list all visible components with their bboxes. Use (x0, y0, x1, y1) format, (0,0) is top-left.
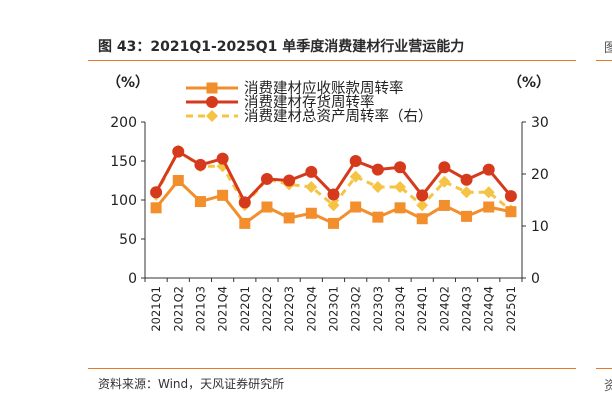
data-point-total-assets (349, 170, 362, 183)
data-point-receivables (283, 212, 295, 224)
data-point-total-assets (438, 175, 451, 188)
data-point-inventory (349, 155, 362, 167)
legend-marker-total-assets (206, 110, 218, 122)
data-point-receivables (483, 201, 495, 213)
data-point-inventory (260, 172, 273, 185)
legend-marker-receivables (206, 82, 218, 94)
data-point-receivables (461, 210, 473, 222)
data-point-receivables (372, 211, 384, 223)
data-point-inventory (194, 158, 207, 171)
data-point-receivables (261, 201, 273, 213)
data-point-total-assets (482, 186, 495, 199)
data-point-inventory (327, 188, 340, 201)
data-point-inventory (482, 163, 495, 176)
x-tick-label: 2022Q2 (260, 286, 274, 332)
data-point-receivables (350, 201, 362, 213)
right-tick-label: 30 (531, 115, 549, 131)
source-rule (88, 368, 576, 369)
x-tick-label: 2021Q2 (171, 286, 185, 332)
data-point-inventory (460, 173, 473, 186)
data-point-total-assets (394, 181, 407, 193)
data-point-receivables (217, 189, 229, 201)
x-tick-label: 2025Q1 (504, 286, 518, 332)
title-rule-fragment (596, 60, 612, 61)
title-rule (88, 60, 576, 61)
x-tick-label: 2022Q3 (282, 286, 296, 332)
data-point-inventory (416, 189, 429, 202)
data-point-total-assets (416, 199, 429, 212)
source-rule-fragment (596, 368, 612, 369)
data-point-receivables (305, 207, 317, 219)
legend-label: 消费建材总资产周转率（右） (244, 108, 433, 125)
x-tick-label: 2024Q1 (415, 286, 429, 332)
x-tick-label: 2023Q2 (349, 286, 363, 332)
data-point-inventory (394, 161, 407, 174)
data-point-total-assets (327, 199, 340, 212)
data-point-inventory (283, 174, 296, 187)
data-point-receivables (328, 217, 339, 229)
data-point-inventory (371, 163, 384, 176)
data-point-receivables (150, 202, 162, 214)
x-tick-label: 2023Q1 (327, 286, 341, 332)
legend-label: 消费建材应收账款周转率 (244, 79, 404, 97)
x-tick-label: 2024Q4 (482, 286, 496, 332)
data-point-total-assets (305, 181, 318, 193)
data-point-inventory (305, 165, 318, 178)
data-point-receivables (172, 175, 184, 186)
data-point-receivables (394, 202, 406, 214)
legend-marker-inventory (206, 96, 218, 108)
data-point-total-assets (371, 181, 384, 193)
data-point-inventory (216, 152, 229, 165)
data-point-receivables (194, 196, 206, 208)
x-tick-label: 2024Q3 (460, 286, 474, 332)
left-tick-label: 200 (110, 115, 137, 131)
data-point-inventory (172, 145, 185, 158)
x-tick-label: 2024Q2 (437, 286, 451, 332)
data-point-total-assets (460, 186, 473, 199)
left-axis-unit-label: （%） (107, 75, 149, 91)
right-tick-label: 0 (531, 271, 540, 287)
next-figure-source-fragment: 资 (604, 379, 612, 394)
x-tick-label: 2021Q4 (216, 286, 230, 332)
right-axis-unit-label: （%） (508, 75, 550, 91)
x-tick-label: 2021Q1 (149, 286, 163, 332)
left-tick-label: 50 (119, 232, 137, 248)
data-point-inventory (438, 161, 451, 174)
data-point-receivables (416, 213, 428, 225)
data-point-receivables (438, 199, 450, 211)
data-point-inventory (238, 196, 251, 209)
figure-source: 资料来源：Wind，天风证券研究所 (98, 377, 285, 391)
left-tick-label: 100 (110, 193, 137, 209)
x-tick-label: 2021Q3 (193, 286, 207, 332)
left-tick-label: 0 (128, 271, 137, 287)
next-figure-title-fragment: 图 (604, 41, 612, 56)
right-tick-label: 20 (531, 167, 549, 183)
figure-title: 图 43：2021Q1-2025Q1 单季度消费建材行业营运能力 (98, 39, 465, 55)
data-point-receivables (239, 217, 251, 229)
x-tick-label: 2022Q1 (238, 286, 252, 332)
legend-label: 消费建材存货周转率 (244, 94, 375, 111)
x-tick-label: 2023Q3 (371, 286, 385, 332)
data-point-receivables (505, 206, 517, 218)
x-tick-label: 2023Q4 (393, 286, 407, 332)
right-tick-label: 10 (531, 219, 549, 235)
left-tick-label: 150 (110, 154, 137, 170)
x-tick-label: 2022Q4 (304, 286, 318, 332)
data-point-inventory (150, 186, 163, 199)
data-point-inventory (504, 190, 517, 203)
